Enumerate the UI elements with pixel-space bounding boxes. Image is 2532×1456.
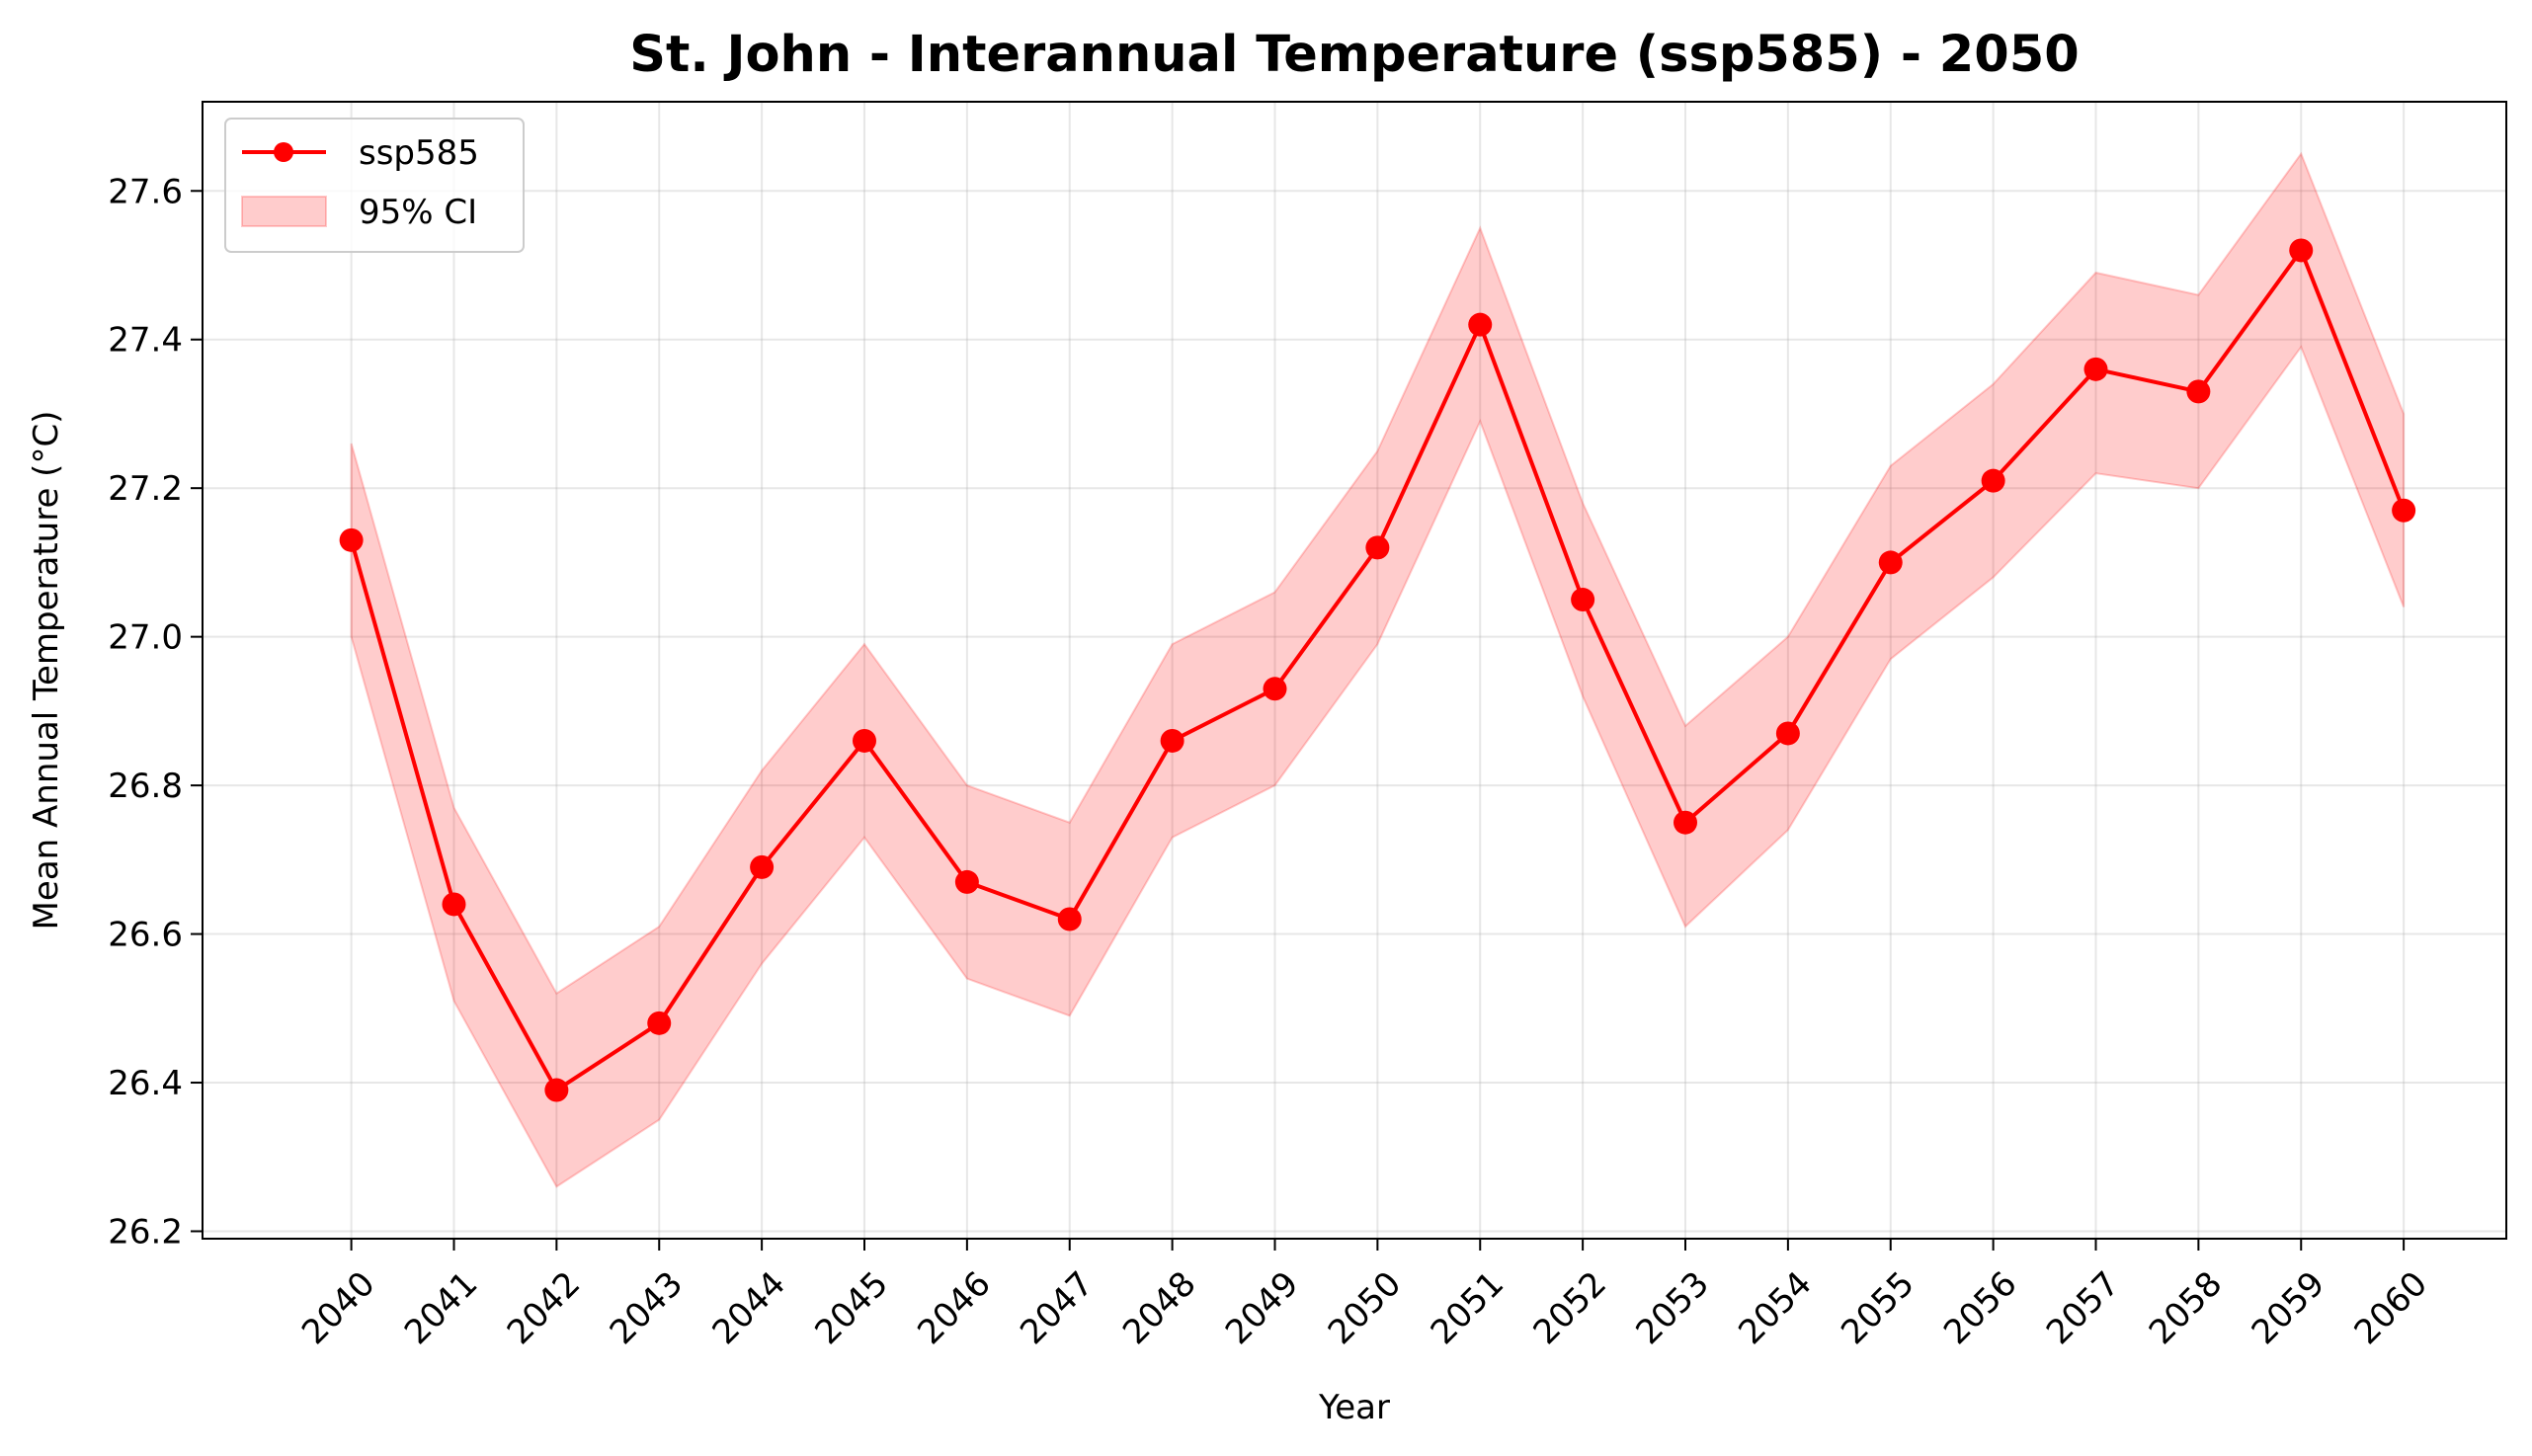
series-markers (339, 238, 2416, 1102)
y-tick-label-27.2: 27.2 (108, 469, 183, 509)
y-tick-label-26.4: 26.4 (108, 1064, 183, 1103)
data-point-2050 (1365, 535, 1390, 560)
legend-ci-patch-icon (241, 196, 327, 227)
y-tick-label-27.6: 27.6 (108, 172, 183, 211)
y-tick-label-26.2: 26.2 (108, 1212, 183, 1252)
data-point-2042 (544, 1078, 569, 1102)
data-point-2045 (852, 728, 876, 753)
data-point-2040 (339, 527, 364, 552)
y-tick-label-27.0: 27.0 (108, 618, 183, 658)
y-axis-ticks: 26.2 26.4 26.6 26.8 27.0 27.2 27.4 27.6 (108, 172, 203, 1252)
data-point-2043 (647, 1011, 672, 1035)
data-point-2056 (1981, 468, 2005, 493)
data-point-2055 (1878, 550, 1903, 575)
data-point-2057 (2083, 357, 2108, 381)
plot-frame (202, 101, 2507, 1240)
legend-series-marker-icon (274, 142, 293, 162)
data-point-2049 (1263, 677, 1287, 701)
data-point-2058 (2186, 379, 2211, 404)
data-point-2059 (2289, 238, 2314, 263)
legend-series-label: ssp585 (359, 133, 479, 173)
data-point-2052 (1571, 588, 1595, 612)
x-axis-label: Year (1318, 1388, 1390, 1427)
data-point-2041 (442, 892, 466, 917)
y-tick-label-26.8: 26.8 (108, 767, 183, 806)
legend-ci-label: 95% CI (359, 193, 477, 232)
y-tick-label-26.6: 26.6 (108, 916, 183, 955)
y-axis-label: Mean Annual Temperature (°C) (27, 411, 66, 930)
grid (203, 102, 2506, 1239)
data-point-2044 (750, 854, 775, 879)
data-point-2054 (1775, 721, 1800, 746)
data-point-2051 (1468, 312, 1493, 337)
data-point-2046 (954, 869, 979, 894)
data-point-2060 (2392, 498, 2416, 523)
data-point-2048 (1160, 728, 1184, 753)
data-point-2047 (1057, 907, 1082, 931)
data-point-2053 (1673, 810, 1697, 835)
y-tick-label-27.4: 27.4 (108, 321, 183, 361)
legend: ssp585 95% CI (224, 118, 525, 253)
chart-title: St. John - Interannual Temperature (ssp5… (629, 26, 2079, 84)
